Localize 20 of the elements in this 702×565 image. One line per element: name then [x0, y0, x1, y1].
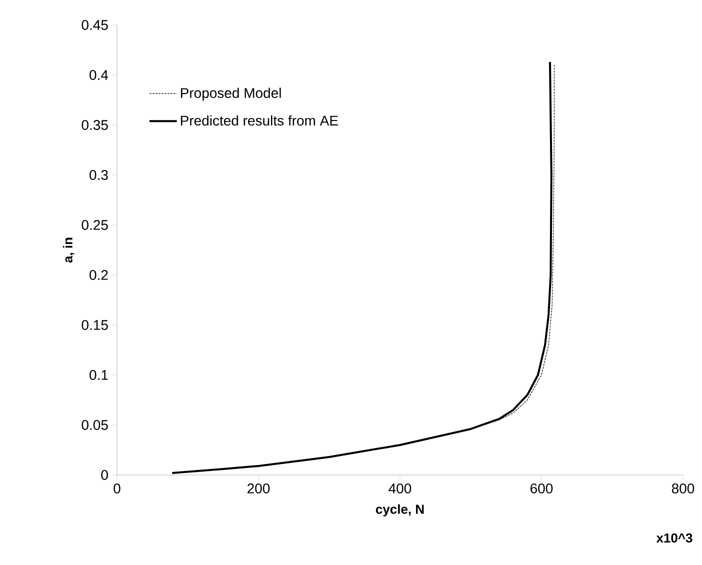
x-tick-label: 0 [114, 484, 120, 494]
x-tick-label: 400 [388, 484, 412, 494]
legend-label: Proposed Model [180, 88, 281, 101]
x-axis-title: cycle, N [376, 504, 424, 516]
y-tick-label: 0.15 [82, 320, 108, 330]
y-axis-title: a, in [62, 238, 74, 263]
y-tick-label: 0.4 [90, 70, 108, 80]
y-tick-label: 0.45 [82, 20, 108, 30]
y-tick-label: 0.35 [82, 120, 108, 130]
x-tick-label: 200 [248, 484, 270, 494]
x-tick-label: 800 [672, 484, 694, 494]
x-tick-label: 600 [530, 484, 553, 494]
y-tick-label: 0.3 [90, 170, 108, 180]
y-tick-label: 0.25 [82, 220, 108, 230]
y-tick-label: 0.2 [90, 270, 108, 280]
y-tick-label: 0 [101, 470, 108, 480]
y-tick-label: 0.1 [90, 370, 108, 380]
legend-label: Predicted results from AE [180, 115, 338, 126]
text: x10^3 [656, 533, 692, 543]
y-tick-label: 0.05 [82, 420, 108, 430]
